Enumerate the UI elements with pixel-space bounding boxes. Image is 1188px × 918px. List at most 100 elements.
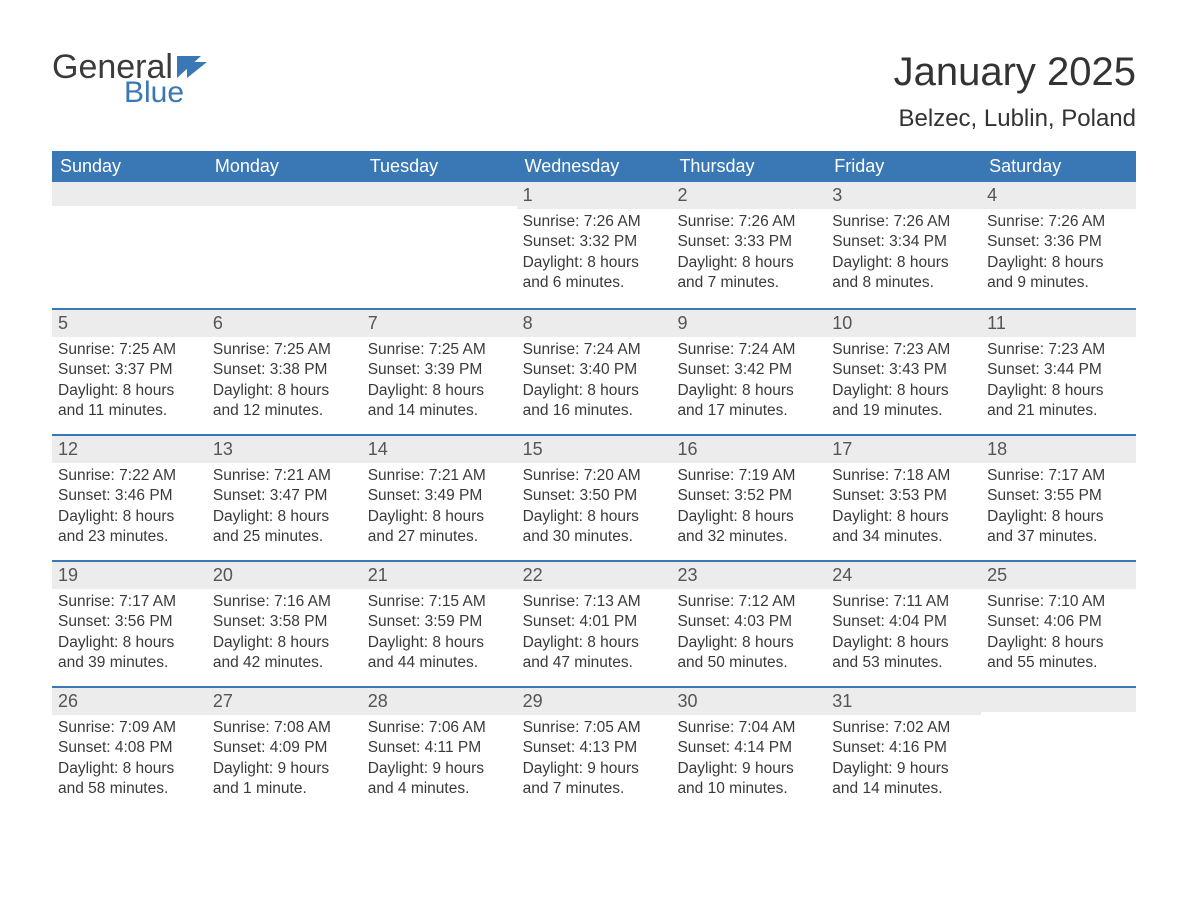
calendar-week: 19 Sunrise: 7:17 AMSunset: 3:56 PMDayligh… (52, 560, 1136, 686)
d1-line: Daylight: 8 hours (368, 507, 511, 527)
day-number: 22 (517, 562, 672, 589)
day-number: 19 (52, 562, 207, 589)
sunset-line: Sunset: 4:03 PM (677, 612, 820, 632)
calendar-week: 12Sunrise: 7:22 AMSunset: 3:46 PMDayligh… (52, 434, 1136, 560)
sunrise-line: Sunrise: 7:22 AM (58, 466, 201, 486)
sunrise-line: Sunrise: 7:24 AM (677, 340, 820, 360)
cell-body: Sunrise: 7:22 AMSunset: 3:46 PMDaylight:… (52, 466, 207, 556)
day-number: 3 (826, 182, 981, 209)
cell-body: Sunrise: 7:26 AMSunset: 3:36 PMDaylight:… (981, 212, 1136, 302)
sunset-line: Sunset: 4:11 PM (368, 738, 511, 758)
sunrise-line: Sunrise: 7:25 AM (213, 340, 356, 360)
cell-body: Sunrise: 7:10 AMSunset: 4:06 PMDaylight:… (981, 592, 1136, 682)
calendar-week: 5Sunrise: 7:25 AMSunset: 3:37 PMDaylight… (52, 308, 1136, 434)
calendar-cell (52, 182, 207, 308)
calendar-cell: 22 Sunrise: 7:13 AMSunset: 4:01 PMDayligh… (517, 562, 672, 686)
day-number: 25 (981, 562, 1136, 589)
sunrise-line: Sunrise: 7:21 AM (368, 466, 511, 486)
cell-body: Sunrise: 7:17 AMSunset: 3:56 PMDaylight:… (52, 592, 207, 682)
day-header: Monday (207, 151, 362, 182)
d2-line: and 8 minutes. (832, 273, 975, 293)
day-header: Saturday (981, 151, 1136, 182)
d1-line: Daylight: 8 hours (58, 633, 201, 653)
cell-body: Sunrise: 7:05 AMSunset: 4:13 PMDaylight:… (517, 718, 672, 808)
cell-body: Sunrise: 7:02 AMSunset: 4:16 PMDaylight:… (826, 718, 981, 808)
day-number: 29 (517, 688, 672, 715)
d2-line: and 27 minutes. (368, 527, 511, 547)
d2-line: and 30 minutes. (523, 527, 666, 547)
d1-line: Daylight: 8 hours (58, 507, 201, 527)
calendar-cell: 3Sunrise: 7:26 AMSunset: 3:34 PMDaylight… (826, 182, 981, 308)
d2-line: and 37 minutes. (987, 527, 1130, 547)
calendar-cell: 12Sunrise: 7:22 AMSunset: 3:46 PMDayligh… (52, 436, 207, 560)
calendar-cell: 9Sunrise: 7:24 AMSunset: 3:42 PMDaylight… (671, 310, 826, 434)
sunset-line: Sunset: 3:34 PM (832, 232, 975, 252)
day-header: Friday (826, 151, 981, 182)
day-number: 26 (52, 688, 207, 715)
cell-body: Sunrise: 7:25 AMSunset: 3:38 PMDaylight:… (207, 340, 362, 430)
day-number: 28 (362, 688, 517, 715)
cell-body: Sunrise: 7:23 AMSunset: 3:44 PMDaylight:… (981, 340, 1136, 430)
day-number: 24 (826, 562, 981, 589)
cell-body: Sunrise: 7:24 AMSunset: 3:40 PMDaylight:… (517, 340, 672, 430)
calendar-cell: 24 Sunrise: 7:11 AMSunset: 4:04 PMDayligh… (826, 562, 981, 686)
d1-line: Daylight: 9 hours (368, 759, 511, 779)
sunrise-line: Sunrise: 7:02 AM (832, 718, 975, 738)
sunrise-line: Sunrise: 7:19 AM (677, 466, 820, 486)
cell-body: Sunrise: 7:17 AMSunset: 3:55 PMDaylight:… (981, 466, 1136, 556)
d1-line: Daylight: 9 hours (213, 759, 356, 779)
d1-line: Daylight: 8 hours (213, 507, 356, 527)
sunrise-line: Sunrise: 7:17 AM (58, 592, 201, 612)
cell-body: Sunrise: 7:26 AMSunset: 3:33 PMDaylight:… (671, 212, 826, 302)
day-header: Wednesday (517, 151, 672, 182)
cell-body: Sunrise: 7:16 AMSunset: 3:58 PMDaylight:… (207, 592, 362, 682)
calendar-cell (362, 182, 517, 308)
sunrise-line: Sunrise: 7:23 AM (832, 340, 975, 360)
sunrise-line: Sunrise: 7:16 AM (213, 592, 356, 612)
d2-line: and 14 minutes. (368, 401, 511, 421)
day-number: 13 (207, 436, 362, 463)
day-number (362, 182, 517, 206)
d2-line: and 47 minutes. (523, 653, 666, 673)
calendar-cell: 11 Sunrise: 7:23 AMSunset: 3:44 PMDayligh… (981, 310, 1136, 434)
calendar-cell: 29 Sunrise: 7:05 AMSunset: 4:13 PMDayligh… (517, 688, 672, 812)
sunset-line: Sunset: 3:58 PM (213, 612, 356, 632)
d2-line: and 34 minutes. (832, 527, 975, 547)
d1-line: Daylight: 8 hours (677, 381, 820, 401)
d1-line: Daylight: 8 hours (213, 633, 356, 653)
day-number: 1 (517, 182, 672, 209)
sunrise-line: Sunrise: 7:26 AM (832, 212, 975, 232)
sunrise-line: Sunrise: 7:17 AM (987, 466, 1130, 486)
sunset-line: Sunset: 3:46 PM (58, 486, 201, 506)
day-number: 2 (671, 182, 826, 209)
day-number: 11 (981, 310, 1136, 337)
d1-line: Daylight: 8 hours (368, 633, 511, 653)
d1-line: Daylight: 8 hours (987, 507, 1130, 527)
day-number: 6 (207, 310, 362, 337)
d1-line: Daylight: 8 hours (832, 507, 975, 527)
day-number: 17 (826, 436, 981, 463)
cell-body: Sunrise: 7:13 AMSunset: 4:01 PMDaylight:… (517, 592, 672, 682)
d2-line: and 53 minutes. (832, 653, 975, 673)
cell-body: Sunrise: 7:11 AMSunset: 4:04 PMDaylight:… (826, 592, 981, 682)
sunrise-line: Sunrise: 7:10 AM (987, 592, 1130, 612)
day-header-row: SundayMondayTuesdayWednesdayThursdayFrid… (52, 151, 1136, 182)
sunset-line: Sunset: 3:43 PM (832, 360, 975, 380)
calendar-cell (981, 688, 1136, 812)
calendar-cell: 6 Sunrise: 7:25 AMSunset: 3:38 PMDaylight… (207, 310, 362, 434)
d1-line: Daylight: 9 hours (677, 759, 820, 779)
sunset-line: Sunset: 3:36 PM (987, 232, 1130, 252)
d2-line: and 58 minutes. (58, 779, 201, 799)
day-number: 8 (517, 310, 672, 337)
d2-line: and 7 minutes. (677, 273, 820, 293)
sunrise-line: Sunrise: 7:25 AM (58, 340, 201, 360)
day-number: 7 (362, 310, 517, 337)
calendar-cell: 19 Sunrise: 7:17 AMSunset: 3:56 PMDayligh… (52, 562, 207, 686)
d2-line: and 14 minutes. (832, 779, 975, 799)
day-number: 14 (362, 436, 517, 463)
sunset-line: Sunset: 4:01 PM (523, 612, 666, 632)
d2-line: and 12 minutes. (213, 401, 356, 421)
d2-line: and 21 minutes. (987, 401, 1130, 421)
d1-line: Daylight: 9 hours (832, 759, 975, 779)
d2-line: and 16 minutes. (523, 401, 666, 421)
